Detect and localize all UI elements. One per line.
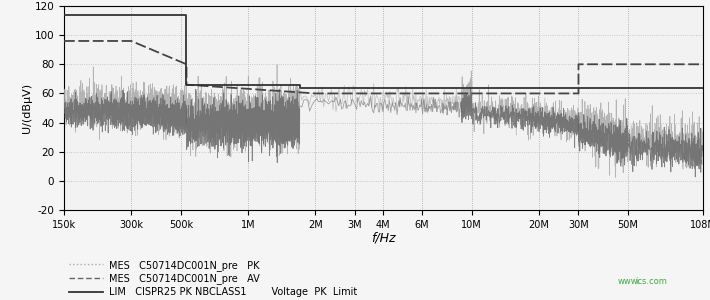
Legend: MES   C50714DC001N_pre   PK, MES   C50714DC001N_pre   AV, LIM   CISPR25 PK NBCLA: MES C50714DC001N_pre PK, MES C50714DC001… [69,260,357,300]
Text: ics.com: ics.com [635,277,667,286]
Y-axis label: U/(dBμV): U/(dBμV) [21,83,32,133]
Text: www.: www. [618,277,640,286]
X-axis label: f/Hz: f/Hz [371,231,395,244]
